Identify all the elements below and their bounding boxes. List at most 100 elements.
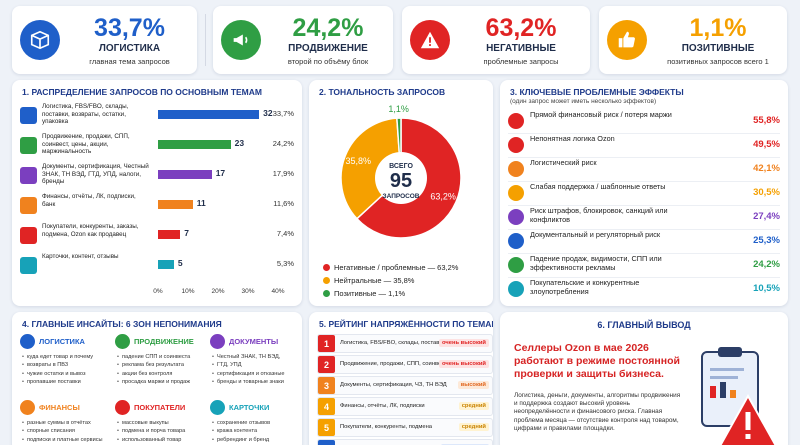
bar bbox=[158, 260, 174, 269]
divider bbox=[508, 205, 780, 206]
rank-number: 5 bbox=[318, 419, 335, 436]
rank-label: Финансы, отчёты, ЛК, подписки bbox=[340, 403, 425, 409]
effect-percent: 24,2% bbox=[753, 259, 780, 270]
megaphone-icon bbox=[221, 20, 261, 60]
zone-item: чужие остатки и вывоз bbox=[22, 370, 116, 378]
kpi-card-positive: 1,1% ПОЗИТИВНЫЕ позитивных запросов всег… bbox=[599, 6, 787, 74]
effect-percent: 30,5% bbox=[753, 187, 780, 198]
effect-label: Документальный и регуляторный риск bbox=[530, 230, 661, 239]
zone-title: ПРОДВИЖЕНИЕ bbox=[134, 337, 194, 346]
conclusion-panel: 6. ГЛАВНЫЙ ВЫВОД Селлеры Ozon в мае 2026… bbox=[500, 312, 788, 445]
zone-list: падение СПП и соинвестареклама без резул… bbox=[117, 353, 211, 387]
effect-percent: 42,1% bbox=[753, 163, 780, 174]
bar-percent-label: 7,4% bbox=[276, 229, 294, 238]
zone-3: ДОКУМЕНТЫ Честный ЗНАК, ТН ВЭД,ГТД, УПДсе… bbox=[210, 334, 302, 396]
divider bbox=[508, 229, 780, 230]
zone-header: ДОКУМЕНТЫ bbox=[210, 334, 278, 349]
effect-percent: 49,5% bbox=[753, 139, 780, 150]
section-title: 6. ГЛАВНЫЙ ВЫВОД bbox=[597, 320, 691, 330]
divider bbox=[508, 277, 780, 278]
zone-list: куда едет товар и почемувозвраты в ПВЗчу… bbox=[22, 353, 116, 387]
zone-item: просадка маржи и продаж bbox=[117, 378, 211, 386]
thumbs-up-icon bbox=[607, 20, 647, 60]
kpi-sub: позитивных запросов всего 1 bbox=[667, 56, 769, 66]
warning-icon bbox=[410, 20, 450, 60]
zone-title: ФИНАНСЫ bbox=[39, 403, 80, 412]
effect-label: Прямой финансовый риск / потеря маржи bbox=[530, 110, 672, 119]
document-icon bbox=[20, 167, 37, 184]
divider bbox=[508, 253, 780, 254]
legend-label: Негативные / проблемные — 63,2% bbox=[334, 263, 459, 272]
topic-row: Продвижение, продажи, СПП, соинвест, цен… bbox=[20, 133, 294, 160]
zone-4: ФИНАНСЫ разные суммы в отчётахспорные спи… bbox=[20, 400, 116, 445]
pie-slice bbox=[340, 117, 402, 220]
divider bbox=[508, 181, 780, 182]
bar-value-label: 17 bbox=[215, 168, 226, 178]
rating-row: 5 Покупатели, конкуренты, подмена средний bbox=[317, 418, 493, 437]
card-icon bbox=[210, 400, 225, 415]
rank-label: Документы, сертификация, ЧЗ, ТН ВЭД bbox=[340, 382, 447, 388]
kpi-value: 33,7% bbox=[94, 13, 165, 42]
zone-item: пропавшие поставки bbox=[22, 378, 116, 386]
zone-item: сертификация и отказные bbox=[212, 370, 302, 378]
kpi-card-negative: 63,2% НЕГАТИВНЫЕ проблемные запросы bbox=[402, 6, 590, 74]
zone-list: массовые выкупыподмена и порча товараисп… bbox=[117, 419, 211, 444]
warning-icon bbox=[508, 209, 524, 225]
legend-label: Нейтральные — 35,8% bbox=[334, 276, 415, 285]
kpi-sub: второй по объёму блок bbox=[287, 56, 369, 66]
legend-item: Негативные / проблемные — 63,2% bbox=[323, 263, 458, 272]
zone-item: возвраты в ПВЗ bbox=[22, 361, 116, 369]
zone-item: падение СПП и соинвеста bbox=[117, 353, 211, 361]
zone-item: подмена и порча товара bbox=[117, 427, 211, 435]
zone-list: разные суммы в отчётахспорные списанияпо… bbox=[22, 419, 116, 444]
legend-dot bbox=[323, 264, 330, 271]
bar-percent-label: 33,7% bbox=[272, 109, 294, 118]
bar-percent-label: 5,3% bbox=[276, 259, 294, 268]
money-icon bbox=[508, 113, 524, 129]
kpi-sub: главная тема запросов bbox=[89, 56, 170, 66]
rank-number: 3 bbox=[318, 377, 335, 394]
divider bbox=[205, 14, 206, 66]
zone-item: куда едет товар и почему bbox=[22, 353, 116, 361]
document-icon bbox=[508, 233, 524, 249]
zone-title: ЛОГИСТИКА bbox=[39, 337, 85, 346]
bar-value-label: 7 bbox=[184, 228, 189, 238]
section-title: 5. РЕЙТИНГ НАПРЯЖЁННОСТИ ПО ТЕМАМ bbox=[319, 319, 493, 329]
zone-item: подписки и платные сервисы bbox=[22, 436, 116, 444]
zone-item: спорные списания bbox=[22, 427, 116, 435]
bar bbox=[158, 170, 212, 179]
effect-percent: 25,3% bbox=[753, 235, 780, 246]
effect-row: Прямой финансовый риск / потеря маржи 55,… bbox=[508, 110, 780, 133]
effect-label: Слабая поддержка / шаблонные ответы bbox=[530, 182, 666, 191]
wallet-icon bbox=[20, 197, 37, 214]
topic-row: Документы, сертификация, Честный ЗНАК, Т… bbox=[20, 163, 294, 190]
bar bbox=[158, 230, 181, 239]
people-icon bbox=[508, 281, 524, 297]
conclusion-body: Логистика, деньги, документы, алгоритмы … bbox=[514, 392, 681, 432]
pie-center-center-bottom: ЗАПРОСОВ bbox=[383, 193, 420, 200]
bar-value-label: 32 bbox=[263, 108, 273, 118]
pie-slice-label: 1,1% bbox=[388, 104, 409, 114]
rank-number: 2 bbox=[318, 356, 335, 373]
effect-label: Риск штрафов, блокировок, санкций или ко… bbox=[530, 206, 668, 224]
zone-item: ГТД, УПД bbox=[212, 361, 302, 369]
rank-label: Логистика, FBS/FBO, склады, поставки bbox=[340, 340, 446, 346]
zone-item: использованный товар bbox=[117, 436, 211, 444]
topic-label: Карточки, контент, отзывы bbox=[42, 253, 119, 260]
pie-center-center-top: ВСЕГО bbox=[389, 163, 413, 170]
chart-down-icon bbox=[508, 257, 524, 273]
tension-level-badge: средний bbox=[458, 402, 489, 410]
x-tick-label: 0% bbox=[153, 288, 163, 295]
legend-dot bbox=[323, 277, 330, 284]
kpi-value: 1,1% bbox=[689, 13, 747, 42]
bar bbox=[158, 200, 193, 209]
bar-percent-label: 24,2% bbox=[272, 139, 294, 148]
zone-title: ДОКУМЕНТЫ bbox=[229, 337, 279, 346]
zone-list: сохранение отзывовкража контентаребренди… bbox=[212, 419, 302, 444]
rating-row: 1 Логистика, FBS/FBO, склады, поставки оче… bbox=[317, 334, 493, 353]
rank-label: Продвижение, продажи, СПП, соинвест bbox=[340, 361, 447, 367]
section-title: 4. ГЛАВНЫЕ ИНСАЙТЫ: 6 ЗОН НЕПОНИМАНИЯ bbox=[22, 319, 222, 329]
kpi-value: 63,2% bbox=[485, 13, 557, 42]
tension-level-badge: очень высокий bbox=[439, 339, 489, 347]
legend-label: Позитивные — 1,1% bbox=[334, 289, 406, 298]
